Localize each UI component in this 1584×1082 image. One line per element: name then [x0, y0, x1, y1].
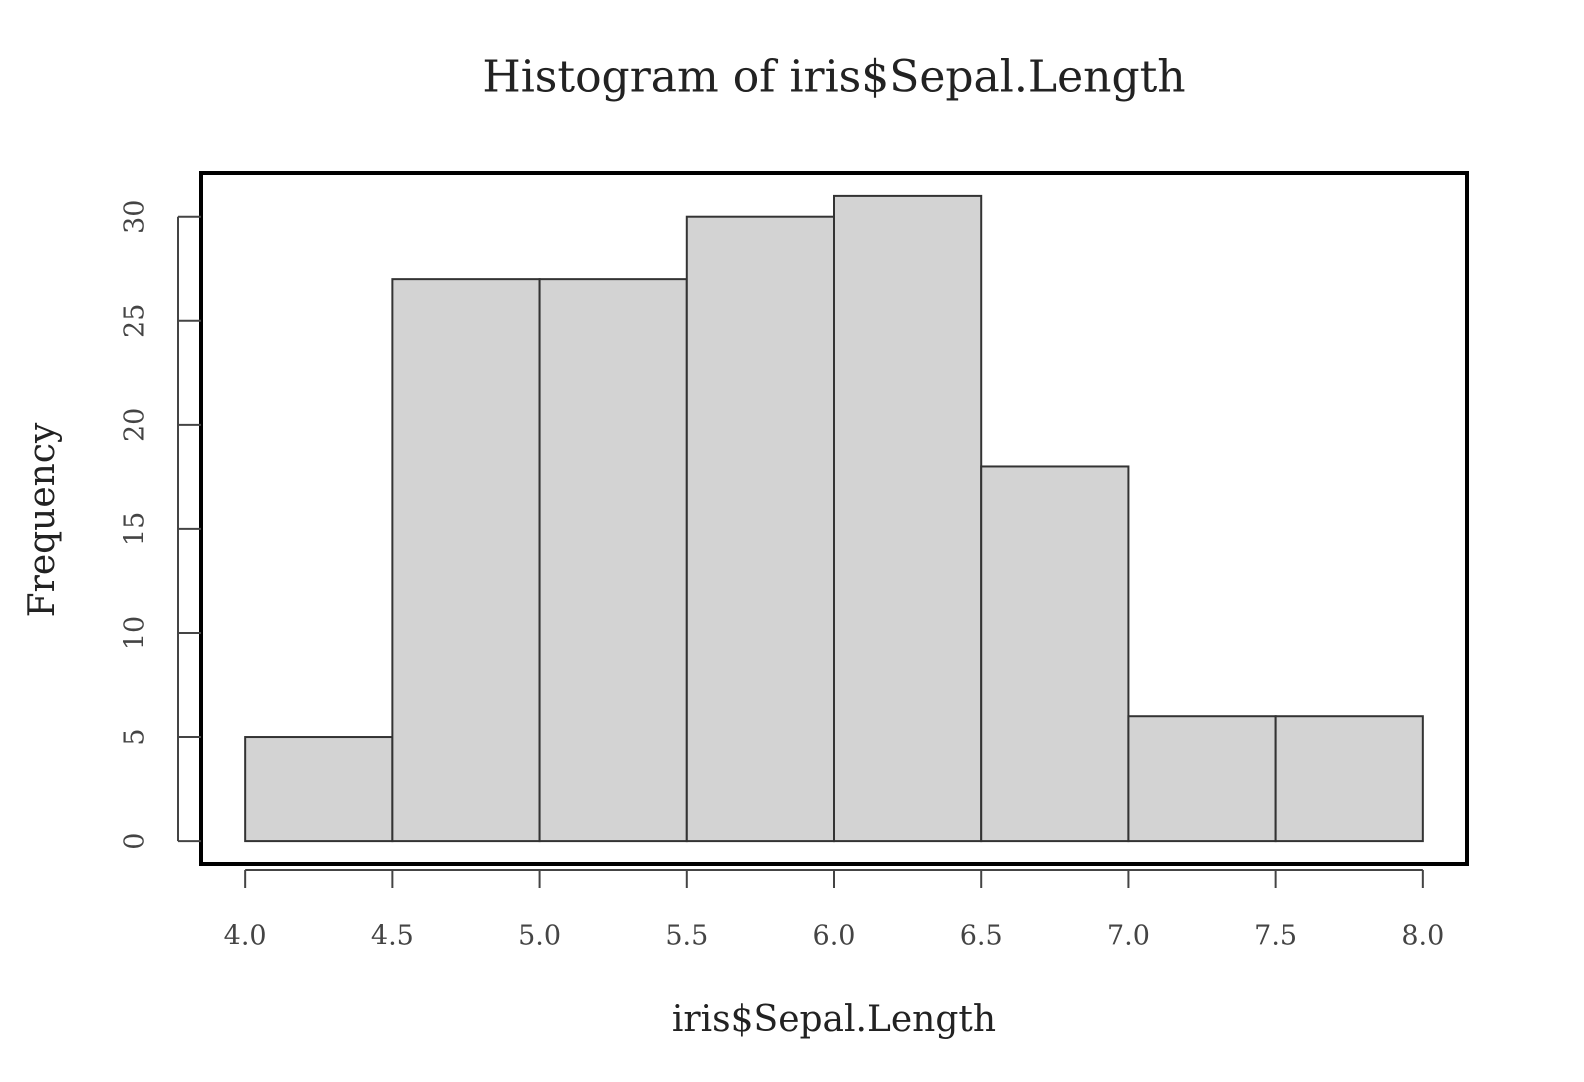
histogram-bar [391, 278, 541, 843]
x-tick-label: 8.0 [1401, 921, 1444, 952]
x-tick-label: 6.0 [813, 921, 856, 952]
x-tick-label: 5.0 [518, 921, 561, 952]
x-tick-label: 6.5 [960, 921, 1003, 952]
y-tick-label: 0 [120, 833, 151, 850]
plot-frame [199, 171, 1469, 866]
y-axis-title: Frequency [22, 422, 63, 617]
histogram-bar [833, 194, 983, 843]
y-tick-label: 20 [120, 408, 151, 442]
x-tick-label: 4.5 [371, 921, 414, 952]
x-tick-label: 4.0 [224, 921, 267, 952]
y-tick-label: 15 [120, 512, 151, 546]
x-tick-label: 7.5 [1254, 921, 1297, 952]
histogram-bar [1127, 715, 1277, 843]
x-axis-title: iris$Sepal.Length [672, 999, 996, 1040]
histogram-bar [685, 215, 836, 843]
histogram-bar [244, 736, 394, 843]
y-tick-label: 25 [120, 304, 151, 338]
histogram-bar [980, 465, 1130, 843]
chart-title: Histogram of iris$Sepal.Length [482, 52, 1185, 103]
histogram-bar [538, 278, 688, 843]
y-tick-label: 30 [120, 200, 151, 234]
y-tick-label: 10 [120, 616, 151, 650]
y-tick-label: 5 [120, 728, 151, 745]
x-tick-label: 7.0 [1107, 921, 1150, 952]
histogram-bar [1274, 715, 1424, 843]
x-tick-label: 5.5 [665, 921, 708, 952]
